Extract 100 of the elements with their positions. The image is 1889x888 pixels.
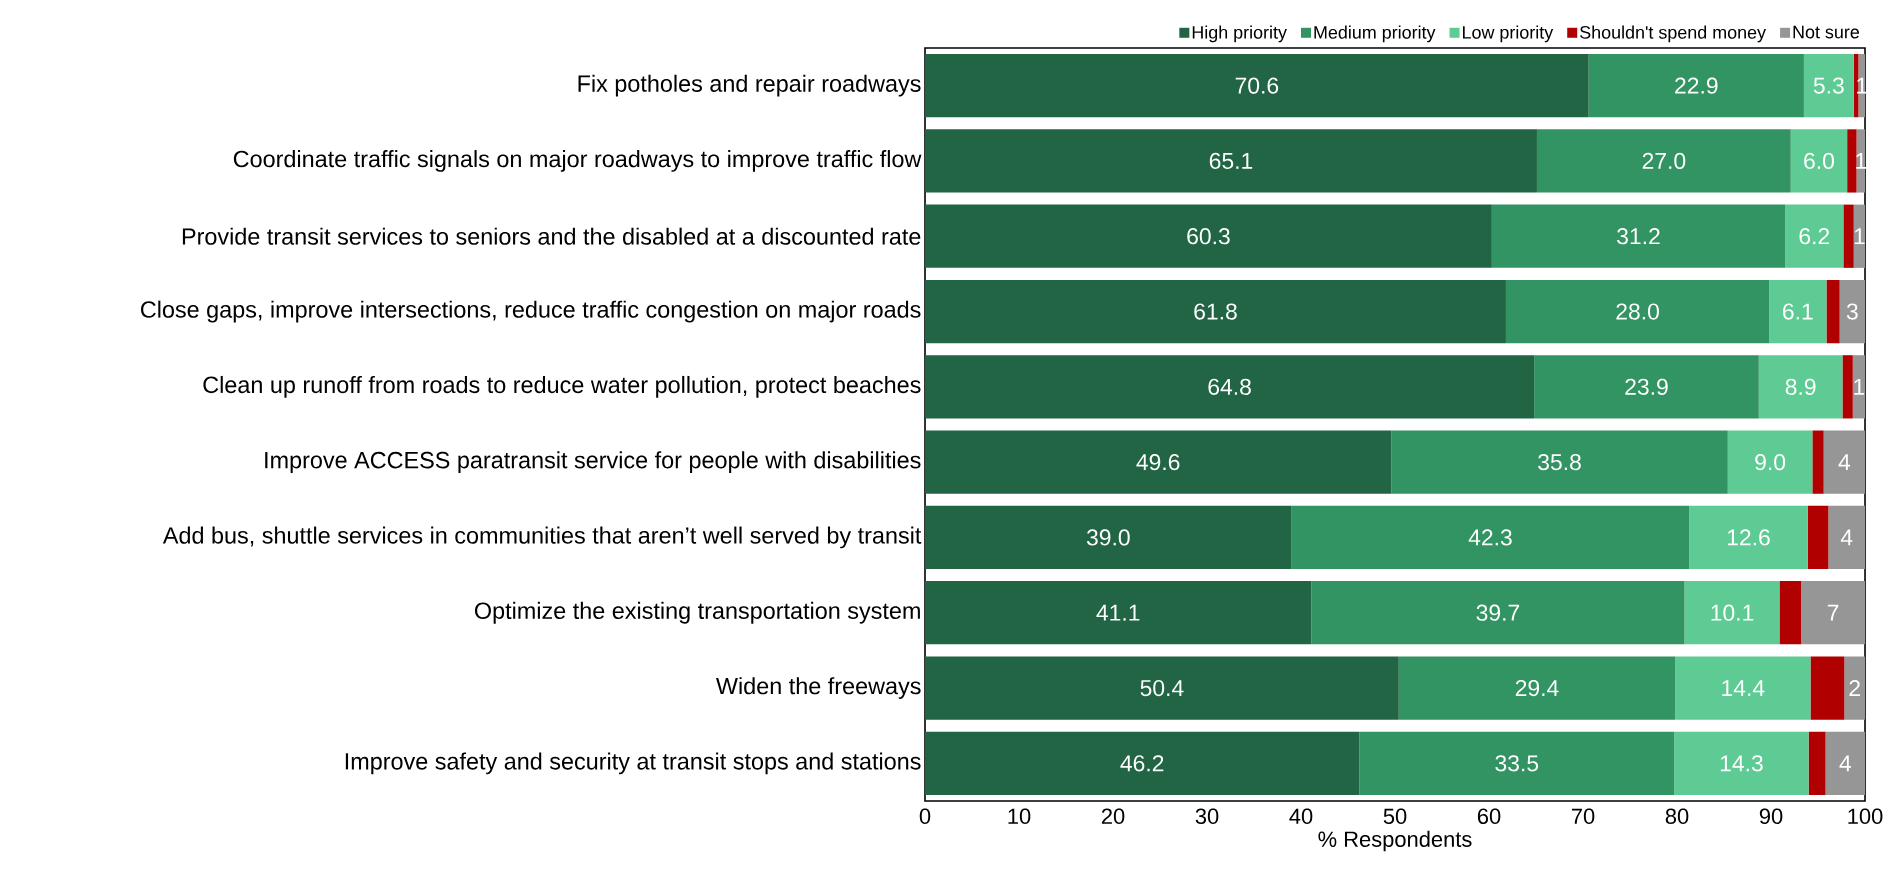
x-tick-label: 40 bbox=[1289, 808, 1313, 825]
x-tick-label: 0 bbox=[919, 808, 931, 825]
data-label: 46.2 bbox=[1120, 755, 1164, 772]
bar bbox=[1534, 355, 1759, 419]
data-label: 6.0 bbox=[1804, 152, 1835, 170]
bar bbox=[925, 279, 1506, 344]
data-label: 14.3 bbox=[1720, 755, 1763, 772]
x-tick-label: 30 bbox=[1195, 808, 1219, 825]
bar bbox=[925, 731, 1360, 795]
bar bbox=[925, 430, 1392, 494]
data-label: 31.2 bbox=[1617, 228, 1660, 245]
data-label: 39.7 bbox=[1476, 604, 1520, 621]
data-label: 6.2 bbox=[1799, 228, 1830, 245]
bar bbox=[1779, 581, 1802, 645]
data-label: 42.3 bbox=[1468, 529, 1512, 546]
data-label: 7 bbox=[1827, 604, 1839, 621]
data-label: 10.1 bbox=[1711, 604, 1754, 621]
bar bbox=[925, 505, 1292, 570]
x-axis-title: % Respondents bbox=[1318, 830, 1472, 852]
data-label: 39.0 bbox=[1086, 529, 1130, 546]
data-label: 23.9 bbox=[1625, 378, 1668, 395]
bar bbox=[1828, 505, 1866, 570]
data-label: 2 bbox=[1849, 680, 1860, 697]
y-tick-label: Add bus, shuttle services in communities that aren’t well served by transit bbox=[162, 526, 922, 549]
bar bbox=[1785, 204, 1844, 268]
bar bbox=[1812, 430, 1824, 494]
bar bbox=[1842, 355, 1853, 419]
x-tick-label: 70 bbox=[1571, 808, 1595, 825]
x-tick-label: 60 bbox=[1477, 808, 1501, 825]
bar bbox=[1727, 430, 1813, 494]
legend-label: High priority bbox=[1192, 25, 1287, 43]
bar bbox=[1847, 129, 1857, 193]
data-label: 4 bbox=[1839, 755, 1851, 772]
x-tick-label: 50 bbox=[1383, 808, 1407, 825]
bar bbox=[1803, 54, 1854, 118]
data-label: 49.6 bbox=[1136, 454, 1180, 471]
bar bbox=[1807, 505, 1829, 570]
bar bbox=[1808, 731, 1826, 795]
x-tick-label: 90 bbox=[1759, 808, 1783, 825]
data-label: 35.8 bbox=[1538, 454, 1581, 471]
y-tick-label: Improve ACCESS paratransit service for people with disabilities bbox=[265, 451, 921, 474]
bar bbox=[925, 656, 1399, 720]
data-label: 4 bbox=[1838, 454, 1851, 471]
bar bbox=[1823, 430, 1866, 494]
data-label: 6.1 bbox=[1783, 303, 1813, 320]
data-label: 70.6 bbox=[1235, 77, 1279, 94]
bar bbox=[1844, 656, 1866, 720]
data-label: 8.9 bbox=[1785, 378, 1816, 395]
y-tick-label: Close gaps, improve intersections, reduce traffic congestion on major roads bbox=[141, 300, 921, 323]
y-tick-label: Coordinate traffic signals on major roadways to improve traffic flow bbox=[233, 150, 922, 172]
bar bbox=[1801, 581, 1866, 645]
data-label: 61.8 bbox=[1194, 303, 1237, 320]
bar bbox=[1675, 656, 1811, 720]
bar bbox=[1684, 581, 1780, 645]
data-label: 28.0 bbox=[1616, 303, 1659, 320]
bar bbox=[1689, 505, 1808, 570]
legend-label: Not sure bbox=[1793, 25, 1860, 39]
data-label: 3 bbox=[1846, 303, 1858, 320]
y-tick-label: Improve safety and security at transit stops and stations bbox=[345, 752, 921, 775]
data-label: 5.3 bbox=[1813, 77, 1844, 94]
bar bbox=[1769, 279, 1827, 344]
x-tick-label: 10 bbox=[1008, 808, 1031, 825]
bar bbox=[1311, 581, 1685, 645]
data-label: 1 bbox=[1854, 378, 1865, 395]
bar bbox=[1843, 204, 1854, 268]
bar bbox=[1505, 279, 1770, 344]
data-label: 29.4 bbox=[1515, 679, 1559, 697]
bar bbox=[1674, 731, 1809, 795]
data-label: 60.3 bbox=[1187, 228, 1230, 245]
x-tick-label: 100 bbox=[1848, 808, 1883, 825]
data-label: 41.1 bbox=[1096, 604, 1140, 621]
bar bbox=[925, 129, 1537, 193]
data-label: 4 bbox=[1840, 529, 1853, 546]
bar bbox=[1588, 54, 1804, 118]
bar bbox=[925, 581, 1312, 645]
data-label: 9.0 bbox=[1755, 454, 1786, 471]
bar bbox=[1826, 279, 1840, 344]
bar bbox=[925, 204, 1492, 268]
y-tick-label: Optimize the existing transportation system bbox=[474, 601, 920, 624]
data-label: 27.0 bbox=[1642, 152, 1686, 170]
x-tick-label: 80 bbox=[1665, 808, 1689, 825]
bar bbox=[925, 355, 1535, 419]
data-label: 14.4 bbox=[1722, 680, 1765, 696]
data-label: 33.5 bbox=[1495, 755, 1539, 772]
bar bbox=[1758, 355, 1843, 419]
y-tick-label: Widen the freeways bbox=[716, 677, 921, 699]
bar bbox=[1825, 731, 1866, 795]
bar bbox=[1810, 656, 1845, 720]
bar bbox=[1536, 129, 1791, 193]
bar bbox=[1839, 279, 1866, 344]
y-tick-label: Fix potholes and repair roadways bbox=[578, 74, 921, 97]
bar bbox=[1852, 355, 1866, 419]
bar bbox=[1359, 731, 1675, 795]
bar bbox=[1491, 204, 1786, 268]
bar bbox=[925, 54, 1589, 118]
data-label: 64.8 bbox=[1208, 378, 1251, 395]
bar bbox=[1291, 505, 1690, 570]
bar bbox=[1391, 430, 1728, 494]
data-label: 22.9 bbox=[1675, 77, 1718, 94]
data-label: 12.6 bbox=[1727, 529, 1770, 546]
